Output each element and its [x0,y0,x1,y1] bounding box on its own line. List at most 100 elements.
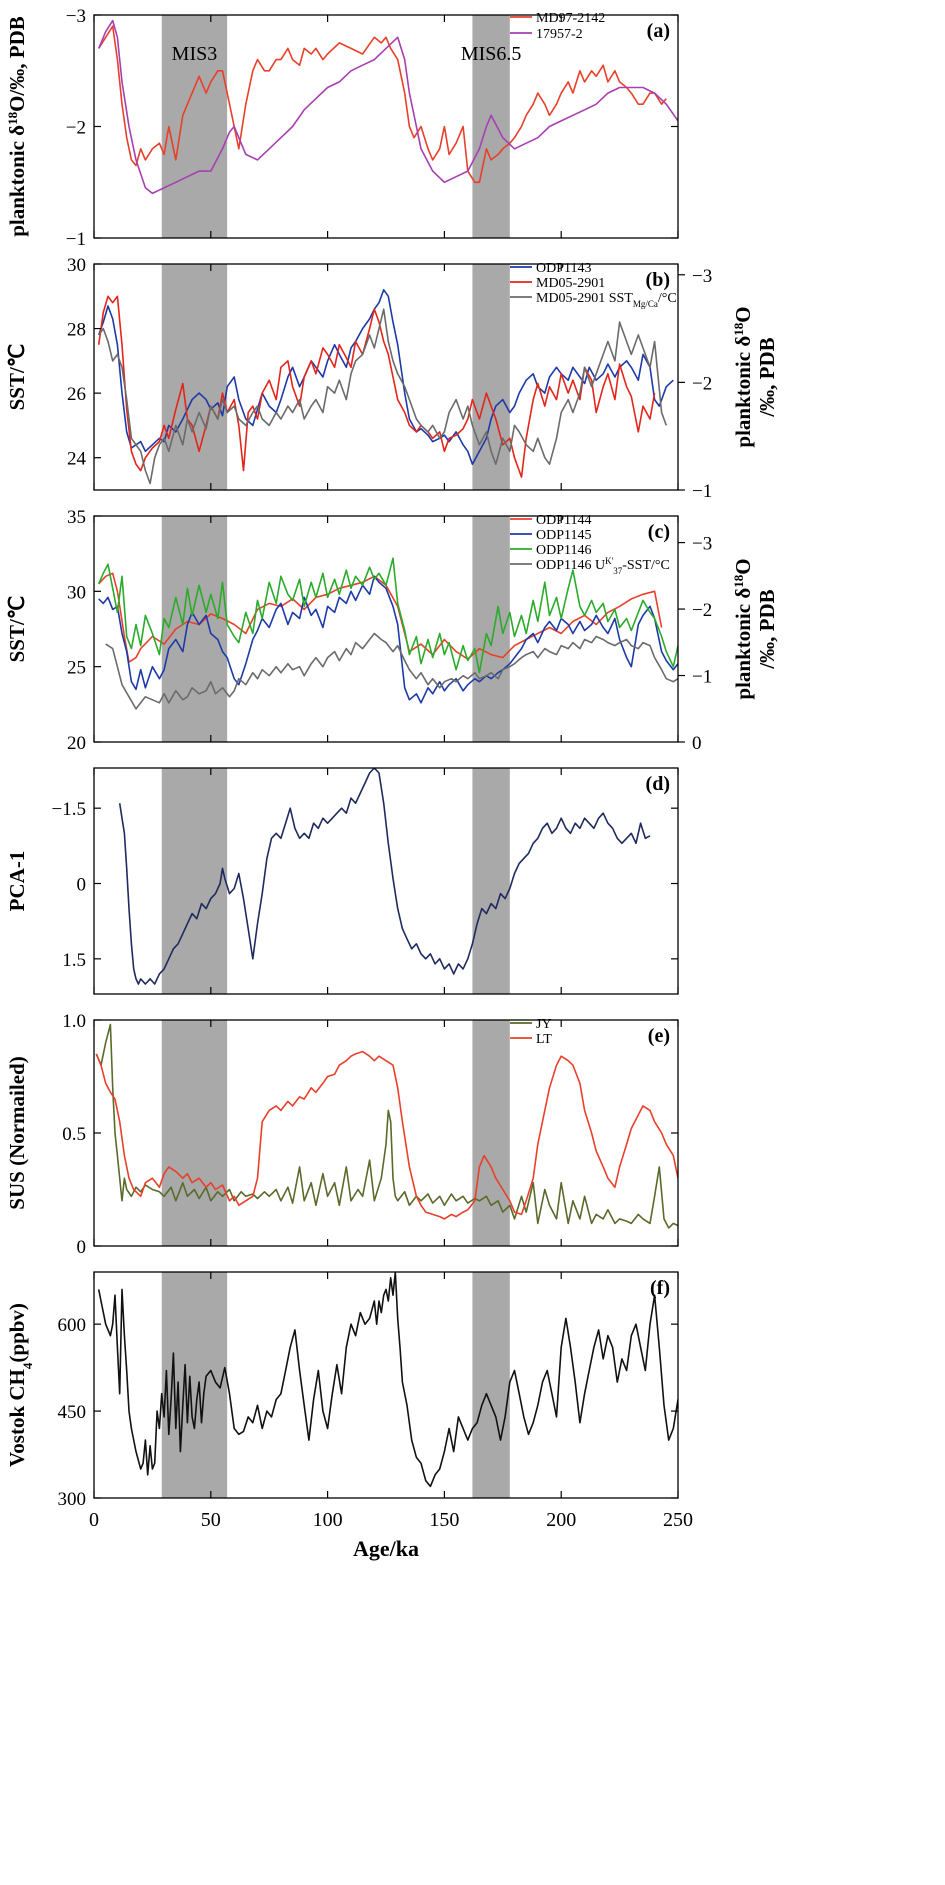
shaded-band-mis3 [161,1020,228,1246]
shaded-band-mis3 [161,1272,228,1498]
y-tick-label: 28 [67,320,86,341]
shaded-band-mis3 [161,516,228,742]
right-y-tick-label: −2 [692,600,712,621]
right-y-tick-label: −1 [692,667,712,688]
y-axis-label: planktonic δ18O/‰, PDB [5,16,30,237]
panel-tag: (a) [647,20,670,42]
shaded-band-mis6-5 [472,1272,510,1498]
legend-label: LT [536,1032,552,1047]
panel-b: 24 26 28 30 −1 −2 −3 planktonic δ18O/‰, PDB (b) S… [5,255,779,502]
legend-label: ODP1143 [536,261,592,276]
series-line-pca-1 [118,768,651,985]
shaded-band-mis3 [161,264,228,490]
legend-label: MD97-2142 [536,11,605,26]
series-group [97,1272,678,1488]
shaded-band-mis6-5 [472,1020,510,1246]
right-y-tick-label: −2 [692,373,712,394]
x-tick-label: 100 [313,1509,343,1531]
right-axis-label-line2: /‰, PDB [755,337,779,417]
series-line-odp1144 [98,572,663,663]
series-group [118,768,651,985]
plot-frame [93,263,679,491]
series-line-md05-2901 [97,295,656,478]
series-group [95,1023,678,1229]
shaded-band-mis3 [161,15,228,238]
legend-label: ODP1145 [536,528,592,543]
series-line-lt [95,1050,678,1220]
panel-d: 1.5 0 −1.5 (d) PCA-1 [5,767,679,995]
y-tick-label: 450 [58,1402,87,1423]
panel-tag: (e) [648,1025,670,1047]
y-tick-label: −2 [66,118,86,139]
right-y-tick-label: −3 [692,266,712,287]
y-tick-label: −1 [66,229,86,250]
legend-label: 17957-2 [536,27,583,42]
series-line-md97-2142 [98,25,667,184]
y-tick-label: −1.5 [52,799,86,820]
y-tick-label: 600 [58,1315,87,1336]
legend-label: ODP1146 UK'37-SST/°C [536,556,670,576]
interval-label: MIS6.5 [461,43,522,65]
y-tick-label: 0 [77,1237,87,1258]
y-tick-label: 1.5 [62,950,86,971]
y-tick-label: 24 [67,449,87,470]
plot-frame [93,767,679,995]
series-line-odp1146-uk-37-sst-c [105,632,678,710]
panel-f: 300 450 600 (f) Vostok CH4(ppbv) 0 50 100 150 200… [5,1271,693,1561]
plot-frame [93,515,679,743]
series-line-odp1145 [98,575,678,704]
plot-frame [93,1271,679,1499]
legend-label: ODP1144 [536,513,592,528]
x-axis-label: Age/ka [353,1536,419,1561]
shaded-band-mis3 [161,768,228,994]
legend-label: ODP1146 [536,543,592,558]
y-axis-label: SUS (Normailed) [5,1056,29,1209]
panel-a: −1 −2 −3 (a) planktonic δ18O/‰, PDB MD97-2142… [5,6,679,250]
y-tick-label: −3 [66,6,86,27]
y-tick-label: 0 [77,875,87,896]
right-y-tick-label: 0 [692,733,702,754]
right-axis-label-line2: /‰, PDB [755,589,779,669]
x-tick-label: 250 [663,1509,693,1531]
right-y-tick-label: −1 [692,481,712,502]
series-group [97,557,678,710]
series-line-md05-2901-sstmg-ca-c [98,308,668,485]
panel-c: 20 25 30 35 0 −1 −2 −3 planktonic δ18O/‰, PDB (c)… [5,507,779,754]
panel-tag: (d) [646,773,670,795]
series-line-17957-2 [97,19,678,195]
series-line-jy [95,1023,678,1229]
series-group [97,288,674,485]
shaded-band-mis6-5 [472,15,510,238]
y-tick-label: 25 [67,658,86,679]
right-axis-label: planktonic δ18O [731,558,756,699]
y-tick-label: 300 [58,1489,87,1510]
panel-tag: (f) [650,1277,670,1299]
legend-label: JY [536,1017,552,1032]
series-line-vostok-ch4 [97,1272,678,1488]
shaded-band-mis6-5 [472,768,510,994]
panel-tag: (c) [648,521,670,543]
legend-label: MD05-2901 [536,276,605,291]
series-line-odp1146 [97,557,678,674]
series-group [97,19,678,195]
x-tick-label: 50 [201,1509,221,1531]
y-tick-label: 30 [67,582,86,603]
y-tick-label: 0.5 [62,1124,86,1145]
panel-tag: (b) [646,269,670,291]
right-y-tick-label: −3 [692,534,712,555]
legend-label: MD05-2901 SSTMg/Ca/°C [536,291,677,309]
y-tick-label: 20 [67,733,86,754]
x-tick-label: 0 [89,1509,99,1531]
y-tick-label: 35 [67,507,86,528]
interval-label: MIS3 [172,43,218,65]
y-tick-label: 30 [67,255,86,276]
y-axis-label: PCA-1 [5,851,29,912]
y-axis-label: SST/℃ [5,344,29,411]
x-tick-label: 200 [546,1509,576,1531]
right-axis-label: planktonic δ18O [731,306,756,447]
y-axis-label: Vostok CH4(ppbv) [5,1303,35,1467]
y-tick-label: 26 [67,384,86,405]
x-tick-label: 150 [429,1509,459,1531]
